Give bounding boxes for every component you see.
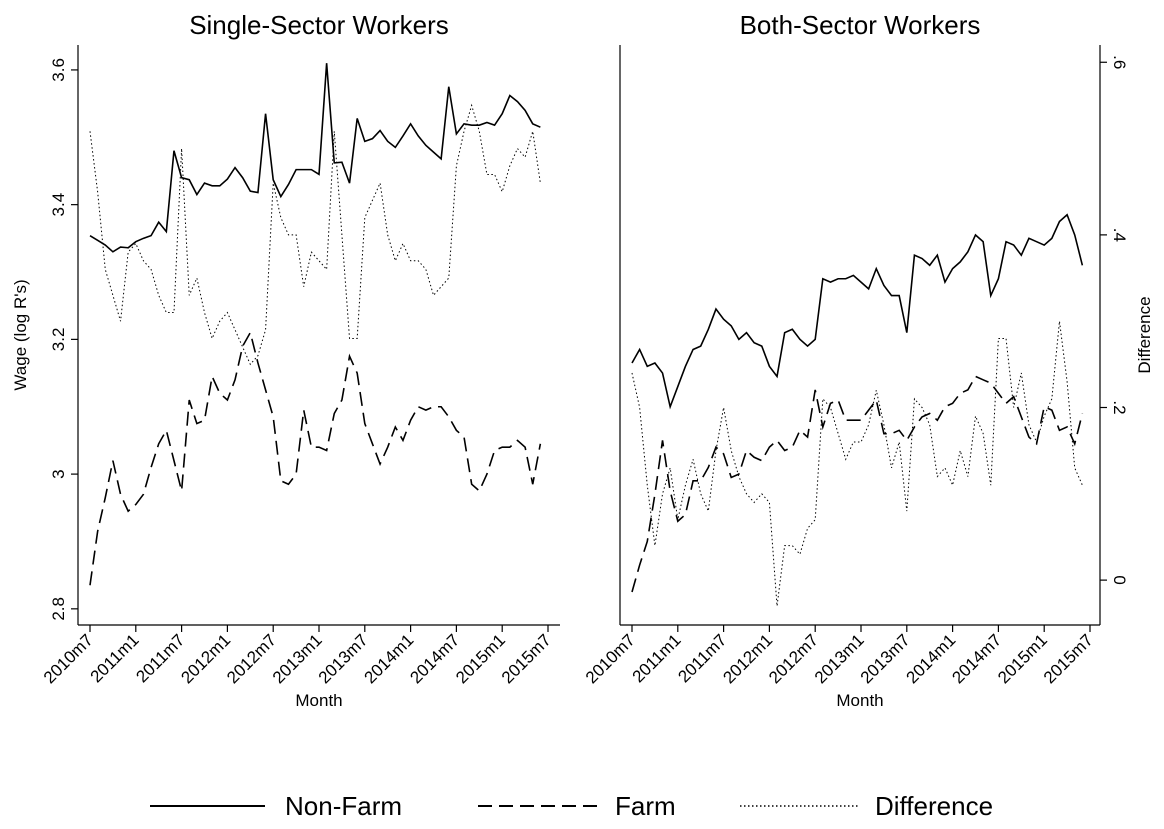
- x-tick-label: 2014m7: [406, 630, 463, 687]
- legend-label: Difference: [875, 791, 993, 821]
- x-tick-label: 2010m7: [40, 630, 97, 687]
- y-tick-label: 3: [49, 469, 68, 478]
- x-tick-label: 2013m7: [857, 630, 914, 687]
- x-tick-label: 2011m7: [132, 630, 188, 686]
- x-tick-label: 2013m7: [315, 630, 372, 687]
- x-tick-label: 2013m1: [811, 630, 868, 687]
- series-line: [89, 63, 541, 253]
- x-tick-label: 2011m1: [87, 630, 143, 686]
- y2-tick-label: .6: [1110, 55, 1129, 69]
- x-tick-label: 2011m7: [674, 630, 730, 686]
- x-tick-label: 2014m1: [903, 630, 960, 687]
- x-tick-label: 2015m7: [498, 630, 555, 687]
- x-tick-label: 2012m1: [719, 630, 776, 687]
- series-line: [89, 330, 542, 586]
- y2-tick-label: .4: [1110, 228, 1129, 242]
- series-line: [631, 321, 1083, 607]
- x-tick-label: 2011m1: [629, 630, 685, 686]
- x-tick-label: 2014m1: [361, 630, 418, 687]
- x-tick-label: 2010m7: [582, 630, 639, 687]
- y2-tick-label: .2: [1110, 400, 1129, 414]
- x-tick-label: 2012m1: [177, 630, 234, 687]
- x-axis-label: Month: [295, 691, 342, 710]
- series-line: [631, 375, 1084, 593]
- x-tick-label: 2015m1: [994, 630, 1051, 687]
- y-axis-label: Wage (log R's): [11, 279, 30, 390]
- x-tick-label: 2013m1: [269, 630, 326, 687]
- y-tick-label: 2.8: [49, 597, 68, 621]
- x-tick-label: 2015m1: [452, 630, 509, 687]
- y-tick-label: 3.6: [49, 58, 68, 82]
- legend-label: Non-Farm: [285, 791, 402, 821]
- x-tick-label: 2012m7: [223, 630, 280, 687]
- x-tick-label: 2014m7: [948, 630, 1005, 687]
- series-line: [631, 213, 1084, 410]
- y-tick-label: 3.2: [49, 328, 68, 352]
- chart-title: Both-Sector Workers: [740, 10, 981, 40]
- y2-axis-label: Difference: [1135, 296, 1154, 373]
- x-tick-label: 2012m7: [765, 630, 822, 687]
- x-axis-label: Month: [836, 691, 883, 710]
- legend-label: Farm: [615, 791, 676, 821]
- x-tick-label: 2015m7: [1040, 630, 1097, 687]
- y-tick-label: 3.4: [49, 193, 68, 217]
- series-line: [89, 103, 541, 366]
- chart-title: Single-Sector Workers: [189, 10, 449, 40]
- y2-tick-label: 0: [1110, 575, 1129, 584]
